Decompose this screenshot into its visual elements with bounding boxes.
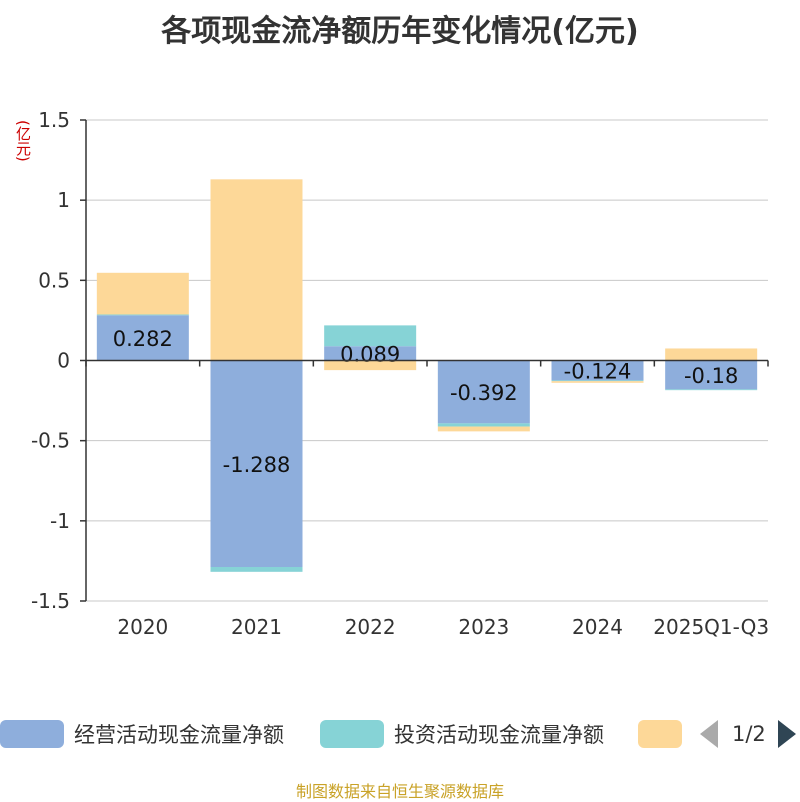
y-tick-label: 1 — [57, 188, 70, 212]
bar-segment-series0-2024 — [551, 360, 644, 381]
prev-page-icon[interactable] — [700, 720, 718, 748]
legend-item-investing[interactable]: 投资活动现金流量净额 — [320, 716, 604, 752]
bar-segment-series0-2025Q1-Q3 — [665, 360, 758, 390]
x-tick-label: 2022 — [345, 615, 396, 639]
legend-page-indicator: 1/2 — [732, 722, 766, 746]
data-label: -0.18 — [684, 364, 738, 388]
bar-segment-series2-2025Q1-Q3 — [665, 348, 758, 361]
legend-label-operating: 经营活动现金流量净额 — [74, 723, 284, 747]
bar-segment-series1-2024 — [551, 380, 644, 382]
data-label: 0.089 — [340, 342, 400, 366]
legend-item-financing[interactable] — [638, 716, 692, 752]
data-source: 制图数据来自恒生聚源数据库 — [295, 782, 504, 801]
y-tick-label: -1 — [50, 509, 70, 533]
bar-segment-series1-2025Q1-Q3 — [665, 389, 758, 391]
bar-segment-series2-2021 — [210, 179, 303, 361]
legend-swatch-operating — [0, 720, 64, 748]
bar-segment-series1-2023 — [437, 423, 530, 427]
y-tick-label: -1.5 — [31, 589, 70, 613]
bar-segment-series1-2021 — [210, 567, 303, 572]
x-tick-label: 2025Q1-Q3 — [653, 615, 769, 639]
legend-label-investing: 投资活动现金流量净额 — [394, 723, 604, 747]
x-tick-label: 2023 — [458, 615, 509, 639]
next-page-icon[interactable] — [777, 720, 796, 748]
y-tick-label: 0.5 — [38, 268, 70, 292]
x-tick-label: 2020 — [117, 615, 168, 639]
y-tick-label: 0 — [57, 349, 70, 373]
bar-segment-series2-2022 — [324, 360, 417, 371]
y-tick-label: -0.5 — [31, 429, 70, 453]
data-label: -1.288 — [223, 453, 291, 477]
legend-swatch-investing — [320, 720, 384, 748]
bar-segment-series2-2023 — [437, 426, 530, 432]
bar-segment-series0-2023 — [437, 360, 530, 424]
legend-pager: 1/2 — [700, 716, 796, 752]
bar-segment-series0-2021 — [210, 360, 303, 568]
x-tick-label: 2024 — [572, 615, 623, 639]
data-label: 0.282 — [113, 327, 173, 351]
data-label: -0.392 — [450, 381, 518, 405]
bar-segment-series2-2020 — [96, 272, 189, 315]
bar-segment-series0-2020 — [96, 315, 189, 361]
legend-item-operating[interactable]: 经营活动现金流量净额 — [0, 716, 284, 752]
y-axis-unit-label: (亿元) — [14, 120, 32, 162]
bar-segment-series0-2022 — [324, 346, 417, 361]
bar-segment-series1-2020 — [96, 314, 189, 316]
bar-segment-series1-2022 — [324, 325, 417, 347]
x-tick-label: 2021 — [231, 615, 282, 639]
chart-title: 各项现金流净额历年变化情况(亿元) — [161, 14, 639, 49]
bar-segment-series2-2024 — [551, 381, 644, 383]
data-label: -0.124 — [564, 359, 632, 383]
y-tick-label: 1.5 — [38, 108, 70, 132]
legend: 经营活动现金流量净额 投资活动现金流量净额 1/2 — [0, 716, 800, 752]
legend-swatch-financing — [638, 720, 682, 748]
